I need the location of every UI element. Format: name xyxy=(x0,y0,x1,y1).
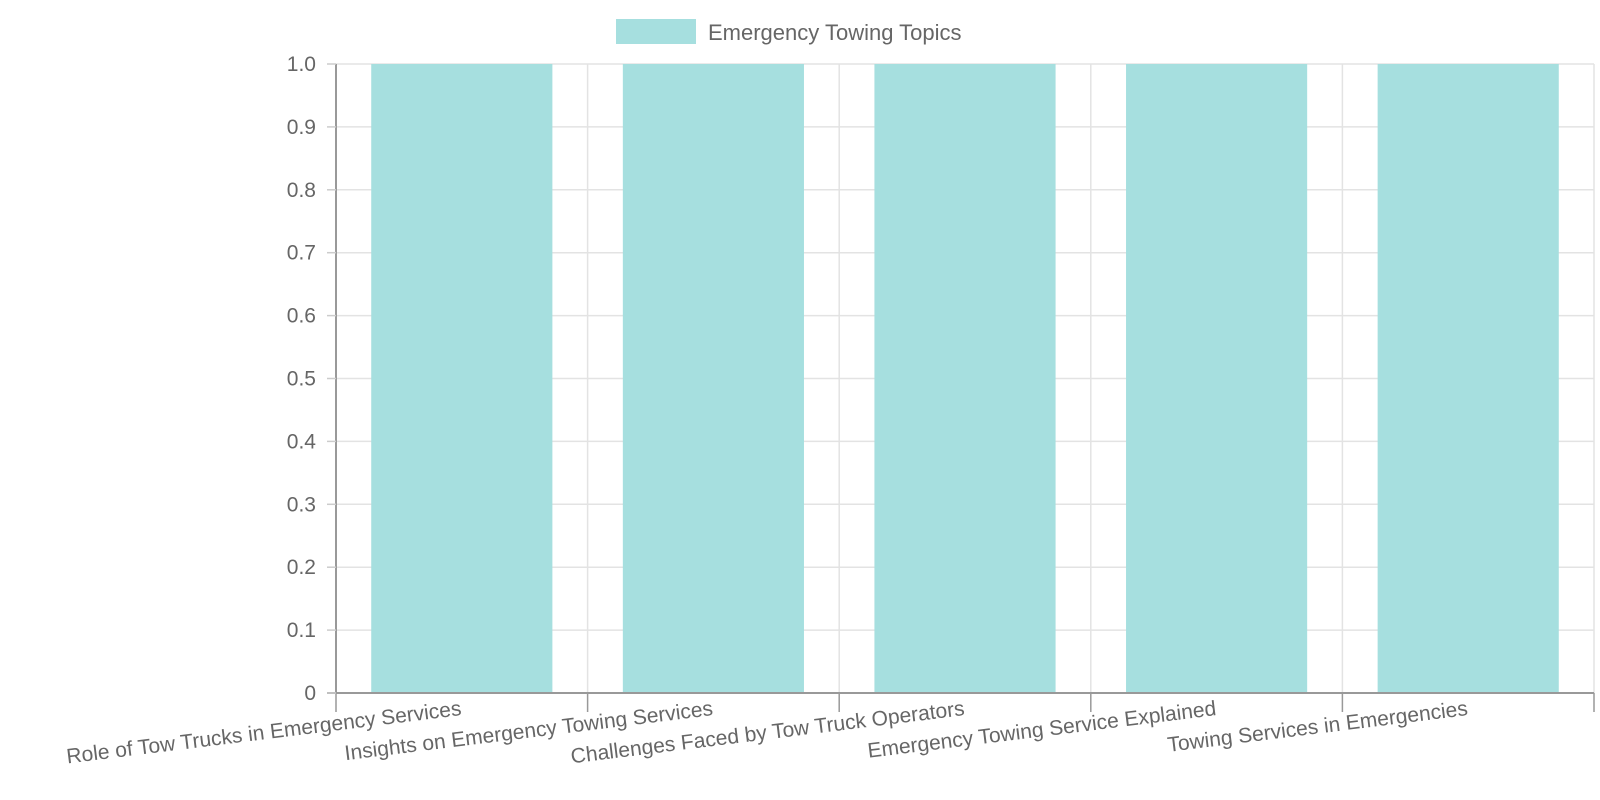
y-tick-label: 0.7 xyxy=(287,242,316,265)
y-tick-label: 0.1 xyxy=(287,619,316,642)
bar[interactable] xyxy=(1126,64,1308,693)
x-axis-labels: Role of Tow Trucks in Emergency Services… xyxy=(65,697,1469,768)
y-tick-label: 0.5 xyxy=(287,368,316,391)
y-tick-label: 0.6 xyxy=(287,305,316,328)
y-tick-label: 0 xyxy=(304,682,316,705)
bar[interactable] xyxy=(371,64,553,693)
legend-swatch[interactable] xyxy=(616,19,696,44)
y-tick-label: 0.3 xyxy=(287,493,316,516)
y-tick-label: 0.2 xyxy=(287,556,316,579)
legend[interactable]: Emergency Towing Topics xyxy=(616,19,962,45)
bars xyxy=(371,64,1559,693)
y-axis-ticks: 0 0.1 0.2 0.3 0.4 0.5 0.6 0.7 0.8 0.9 1.0 xyxy=(287,53,336,705)
y-tick-label: 0.8 xyxy=(287,179,316,202)
y-tick-label: 0.4 xyxy=(287,430,317,453)
bar[interactable] xyxy=(874,64,1056,693)
bar[interactable] xyxy=(1377,64,1559,693)
y-tick-label: 1.0 xyxy=(287,53,316,76)
y-tick-label: 0.9 xyxy=(287,116,316,139)
bar[interactable] xyxy=(622,64,804,693)
legend-label[interactable]: Emergency Towing Topics xyxy=(708,20,962,45)
